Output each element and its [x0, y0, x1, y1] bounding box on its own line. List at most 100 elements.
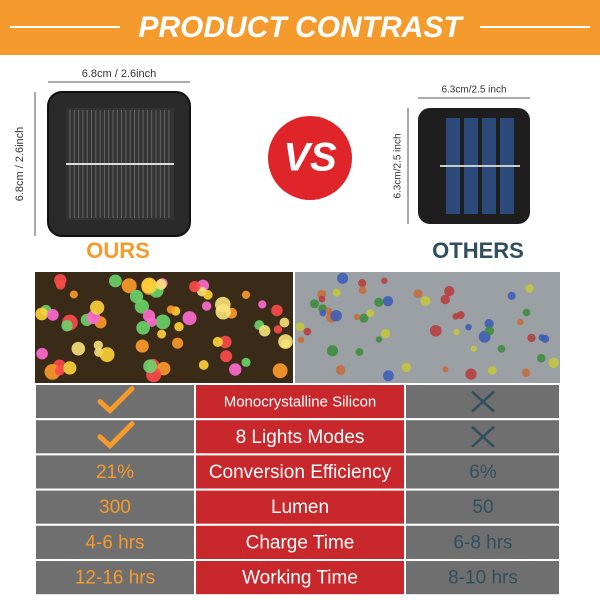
others-value: 6% [469, 462, 497, 483]
ours-value: 300 [99, 497, 131, 518]
light-bulb [71, 341, 86, 356]
others-cell [404, 559, 561, 597]
light-bulb [401, 362, 412, 373]
feature-text: Conversion Efficiency [209, 462, 392, 483]
light-bulb [497, 344, 506, 353]
light-bulb [121, 278, 137, 294]
light-bulb [241, 357, 251, 367]
light-bulb [527, 333, 536, 343]
light-bulb [484, 318, 494, 329]
light-bulb [174, 322, 184, 332]
light-bulb [522, 368, 531, 377]
light-bulb [456, 311, 465, 319]
light-bulb [374, 297, 384, 307]
feature-cell [194, 523, 406, 561]
light-bulb [46, 309, 59, 321]
width-label: 6.8cm / 2.6inch [82, 68, 157, 80]
height-label: 6.3cm/2.5 inch [393, 133, 404, 198]
light-bulb [538, 334, 546, 341]
cross-icon [471, 390, 495, 413]
light-bulb [241, 290, 251, 300]
light-bulb [548, 357, 559, 369]
others-cell [404, 453, 561, 491]
light-bulb [93, 340, 103, 350]
ours-value: 12-16 hrs [75, 568, 155, 589]
light-bulb [182, 311, 197, 326]
light-bulb [141, 277, 158, 294]
vs-text: VS [283, 136, 337, 180]
light-bulb [429, 324, 442, 337]
light-bulb [129, 289, 144, 304]
light-bulb [201, 301, 212, 311]
light-bulb [172, 337, 184, 349]
ours-cell [34, 559, 196, 597]
light-bulb [258, 300, 267, 309]
light-bulb [142, 309, 156, 322]
light-bulb [272, 363, 288, 379]
light-bulb [134, 299, 150, 314]
light-bulb [337, 272, 349, 284]
light-bulb [108, 274, 122, 288]
light-bulb [522, 308, 531, 317]
light-bulb [325, 307, 333, 315]
light-bulb [155, 278, 167, 290]
feature-text: Charge Time [246, 532, 355, 553]
light-bulb [220, 350, 233, 363]
light-bulb [273, 325, 283, 334]
ours-value: 21% [96, 462, 134, 483]
light-bulb [309, 299, 319, 309]
light-bulb [99, 347, 115, 363]
feature-text: Working Time [242, 568, 358, 589]
check-icon [97, 421, 135, 450]
ours-label: OURS [86, 238, 150, 263]
light-bulb [212, 336, 223, 347]
light-bulb [55, 280, 66, 290]
feature-text: 8 Lights Modes [236, 427, 365, 448]
light-bulb [507, 291, 516, 300]
light-bulb [359, 313, 369, 323]
light-bulb [442, 366, 449, 373]
light-bulb [229, 363, 242, 376]
light-bulb [259, 325, 271, 337]
light-bulb [35, 307, 49, 321]
light-bulb [487, 366, 497, 375]
light-bulb [219, 335, 232, 349]
others-value: 6-8 hrs [453, 532, 512, 553]
light-bulb [36, 347, 48, 360]
feature-text: Monocrystalline Silicon [224, 394, 377, 411]
vs-badge [268, 116, 352, 200]
others-cell [404, 523, 561, 561]
width-label: 6.3cm/2.5 inch [441, 85, 506, 96]
light-bulb [484, 326, 495, 336]
light-bulb [382, 295, 394, 307]
light-bulb [189, 281, 201, 293]
light-bulb [295, 322, 305, 332]
light-bulb [297, 336, 305, 344]
light-bulb [355, 348, 364, 356]
light-bulb [382, 370, 394, 382]
light-bulb [136, 320, 150, 335]
light-bulb [166, 305, 175, 314]
light-bulb [525, 284, 534, 293]
light-bulb [358, 279, 367, 288]
others-value: 8-10 hrs [448, 568, 518, 589]
light-bulb [517, 318, 524, 326]
light-bulb [332, 288, 341, 297]
light-bulb [89, 300, 105, 315]
ours-cell [34, 418, 196, 456]
light-bulb [420, 296, 431, 306]
light-bulb [380, 328, 391, 339]
ours-value: 4-6 hrs [85, 532, 144, 553]
light-bulb [465, 368, 477, 380]
light-bulb [143, 359, 158, 374]
feature-cell [194, 383, 406, 421]
header-title: PRODUCT CONTRAST [138, 11, 464, 44]
light-bulb [157, 329, 167, 339]
others-value: 50 [472, 497, 493, 518]
light-bulb [281, 339, 291, 349]
check-icon [97, 386, 135, 415]
light-bulb [198, 360, 209, 370]
light-bulb [271, 304, 283, 317]
others-label: OTHERS [432, 238, 524, 263]
